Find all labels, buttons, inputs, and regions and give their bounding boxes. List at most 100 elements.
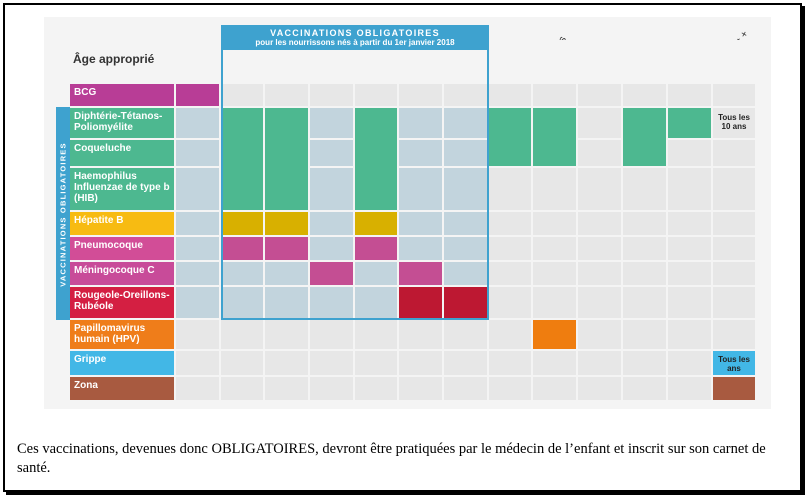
schedule-cell (444, 168, 487, 210)
schedule-cell (489, 351, 531, 375)
schedule-cell (355, 262, 397, 285)
schedule-cell (310, 377, 353, 400)
schedule-cell (176, 377, 219, 400)
mandatory-side-bar (56, 107, 70, 320)
schedule-cell (578, 287, 621, 318)
schedule-cell (623, 287, 666, 318)
schedule-cell (668, 377, 711, 400)
schedule-cell (533, 237, 576, 260)
schedule-band (221, 108, 263, 210)
schedule-cell (310, 262, 353, 285)
schedule-cell (310, 168, 353, 210)
schedule-cell (489, 287, 531, 318)
schedule-cell (533, 84, 576, 106)
schedule-cell (713, 262, 755, 285)
schedule-cell (668, 287, 711, 318)
schedule-cell (399, 377, 442, 400)
vaccine-row-label: Rougeole-Oreillons-Rubéole (70, 287, 174, 318)
schedule-cell (176, 108, 219, 138)
schedule-cell (399, 212, 442, 235)
vaccine-row-label: Méningocoque C (70, 262, 174, 285)
schedule-cell (489, 212, 531, 235)
schedule-cell (713, 377, 755, 400)
schedule-cell (668, 262, 711, 285)
schedule-cell (399, 108, 442, 138)
schedule-cell (444, 320, 487, 349)
vaccine-row-label: Coqueluche (70, 140, 174, 166)
schedule-cell (399, 168, 442, 210)
banner-title: VACCINATIONS OBLIGATOIRES (270, 28, 440, 38)
schedule-cell (221, 320, 263, 349)
schedule-cell (713, 351, 755, 375)
schedule-cell (444, 287, 487, 318)
schedule-cell (221, 287, 263, 318)
schedule-cell (399, 287, 442, 318)
schedule-cell (578, 140, 621, 166)
schedule-cell (399, 262, 442, 285)
schedule-cell (578, 320, 621, 349)
schedule-cell (221, 377, 263, 400)
dtp-elderly-note: Tous les 10 ans (718, 113, 750, 131)
schedule-cell (578, 108, 621, 138)
schedule-cell (713, 84, 755, 106)
schedule-cell (444, 351, 487, 375)
schedule-cell (533, 377, 576, 400)
schedule-cell (578, 237, 621, 260)
schedule-cell (668, 140, 711, 166)
schedule-cell (533, 262, 576, 285)
schedule-cell (533, 287, 576, 318)
schedule-cell (310, 84, 353, 106)
schedule-cell (668, 212, 711, 235)
schedule-cell (623, 320, 666, 349)
schedule-cell (310, 320, 353, 349)
schedule-cell (713, 212, 755, 235)
schedule-cell (668, 84, 711, 106)
schedule-cell (310, 237, 353, 260)
schedule-cell (578, 377, 621, 400)
schedule-cell (399, 237, 442, 260)
schedule-cell (355, 84, 397, 106)
schedule-cell (310, 140, 353, 166)
schedule-cell (399, 351, 442, 375)
schedule-cell (176, 351, 219, 375)
schedule-cell (713, 287, 755, 318)
schedule-cell (668, 320, 711, 349)
schedule-band (623, 108, 666, 166)
schedule-cell (623, 377, 666, 400)
schedule-cell (623, 212, 666, 235)
schedule-cell (623, 262, 666, 285)
grippe-elderly-note: Tous les ans (718, 355, 750, 373)
schedule-cell (176, 168, 219, 210)
schedule-cell (355, 377, 397, 400)
vaccine-row-label: BCG (70, 84, 174, 106)
schedule-cell (221, 237, 263, 260)
vaccine-row-label: Zona (70, 377, 174, 400)
schedule-cell (489, 377, 531, 400)
mandatory-side-label: VACCINATIONS OBLIGATOIRES (58, 142, 68, 287)
schedule-cell (221, 262, 263, 285)
schedule-cell (578, 351, 621, 375)
schedule-cell (533, 351, 576, 375)
schedule-cell (265, 84, 308, 106)
schedule-band (533, 108, 576, 166)
schedule-cell (489, 237, 531, 260)
schedule-cell (578, 168, 621, 210)
schedule-cell (668, 168, 711, 210)
schedule-cell (623, 168, 666, 210)
schedule-cell (399, 140, 442, 166)
schedule-cell (623, 84, 666, 106)
schedule-cell (176, 287, 219, 318)
caption-text: Ces vaccinations, devenues donc OBLIGATO… (17, 441, 766, 476)
schedule-cell (444, 237, 487, 260)
vaccine-row-label: Papillomavirus humain (HPV) (70, 320, 174, 349)
schedule-cell (265, 351, 308, 375)
schedule-cell (489, 84, 531, 106)
schedule-cell (265, 262, 308, 285)
schedule-cell (310, 287, 353, 318)
schedule-cell (265, 287, 308, 318)
schedule-cell (578, 212, 621, 235)
schedule-cell (533, 212, 576, 235)
schedule-cell (355, 351, 397, 375)
schedule-cell (713, 237, 755, 260)
schedule-cell (265, 320, 308, 349)
